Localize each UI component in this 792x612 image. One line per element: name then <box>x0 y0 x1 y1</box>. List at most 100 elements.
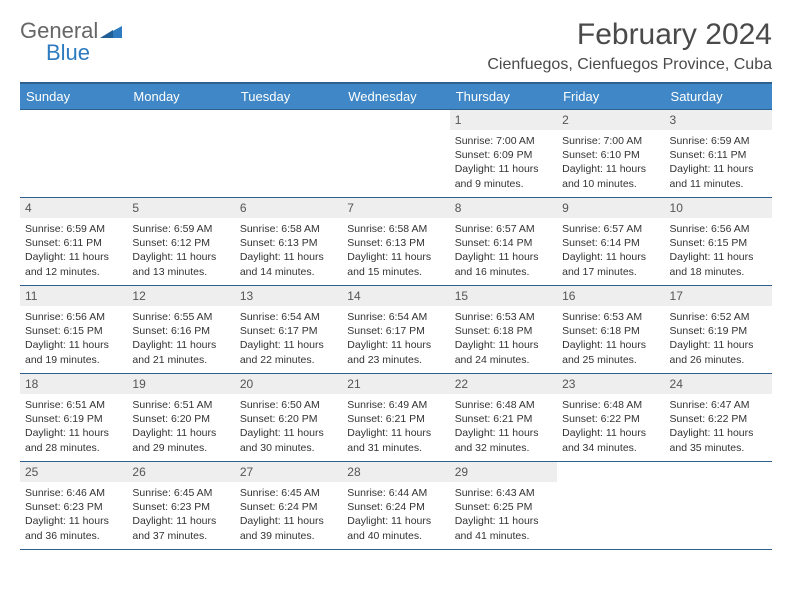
day-number: 13 <box>235 286 342 306</box>
day-details: Sunrise: 6:55 AMSunset: 6:16 PMDaylight:… <box>127 306 234 373</box>
weekday-sunday: Sunday <box>20 83 127 110</box>
detail-line: Sunrise: 6:57 AM <box>455 222 552 236</box>
day-details: Sunrise: 6:53 AMSunset: 6:18 PMDaylight:… <box>557 306 664 373</box>
day-number: 11 <box>20 286 127 306</box>
day-cell <box>665 462 772 550</box>
detail-line: Sunset: 6:16 PM <box>132 324 229 338</box>
detail-line: Sunrise: 6:45 AM <box>132 486 229 500</box>
day-details: Sunrise: 6:56 AMSunset: 6:15 PMDaylight:… <box>665 218 772 285</box>
day-number: 3 <box>665 110 772 130</box>
detail-line: Sunrise: 6:54 AM <box>347 310 444 324</box>
day-details: Sunrise: 6:51 AMSunset: 6:19 PMDaylight:… <box>20 394 127 461</box>
month-title: February 2024 <box>487 18 772 52</box>
detail-line: Sunrise: 6:48 AM <box>455 398 552 412</box>
detail-line: Daylight: 11 hours and 23 minutes. <box>347 338 444 366</box>
day-details: Sunrise: 6:53 AMSunset: 6:18 PMDaylight:… <box>450 306 557 373</box>
day-cell: 12Sunrise: 6:55 AMSunset: 6:16 PMDayligh… <box>127 286 234 374</box>
detail-line: Sunset: 6:21 PM <box>347 412 444 426</box>
day-number: 4 <box>20 198 127 218</box>
day-cell: 23Sunrise: 6:48 AMSunset: 6:22 PMDayligh… <box>557 374 664 462</box>
week-row: 25Sunrise: 6:46 AMSunset: 6:23 PMDayligh… <box>20 462 772 550</box>
detail-line: Sunset: 6:20 PM <box>240 412 337 426</box>
day-details: Sunrise: 6:49 AMSunset: 6:21 PMDaylight:… <box>342 394 449 461</box>
logo: GeneralBlue <box>20 18 122 66</box>
day-cell: 28Sunrise: 6:44 AMSunset: 6:24 PMDayligh… <box>342 462 449 550</box>
day-number: 14 <box>342 286 449 306</box>
detail-line: Daylight: 11 hours and 29 minutes. <box>132 426 229 454</box>
detail-line: Sunset: 6:11 PM <box>670 148 767 162</box>
day-details: Sunrise: 6:59 AMSunset: 6:11 PMDaylight:… <box>20 218 127 285</box>
detail-line: Sunset: 6:10 PM <box>562 148 659 162</box>
detail-line: Daylight: 11 hours and 11 minutes. <box>670 162 767 190</box>
detail-line: Daylight: 11 hours and 17 minutes. <box>562 250 659 278</box>
detail-line: Daylight: 11 hours and 18 minutes. <box>670 250 767 278</box>
detail-line: Daylight: 11 hours and 37 minutes. <box>132 514 229 542</box>
day-number: 26 <box>127 462 234 482</box>
detail-line: Daylight: 11 hours and 9 minutes. <box>455 162 552 190</box>
detail-line: Daylight: 11 hours and 21 minutes. <box>132 338 229 366</box>
day-number: 9 <box>557 198 664 218</box>
calendar-body: 1Sunrise: 7:00 AMSunset: 6:09 PMDaylight… <box>20 110 772 550</box>
day-cell <box>20 110 127 198</box>
day-cell: 14 Sunrise: 6:54 AMSunset: 6:17 PMDayligh… <box>342 286 449 374</box>
day-details: Sunrise: 6:59 AMSunset: 6:12 PMDaylight:… <box>127 218 234 285</box>
detail-line: Sunrise: 7:00 AM <box>562 134 659 148</box>
detail-line: Daylight: 11 hours and 30 minutes. <box>240 426 337 454</box>
day-number: 27 <box>235 462 342 482</box>
day-cell: 4Sunrise: 6:59 AMSunset: 6:11 PMDaylight… <box>20 198 127 286</box>
weekday-thursday: Thursday <box>450 83 557 110</box>
detail-line: Sunrise: 6:59 AM <box>25 222 122 236</box>
detail-line: Daylight: 11 hours and 12 minutes. <box>25 250 122 278</box>
detail-line: Sunrise: 6:53 AM <box>455 310 552 324</box>
day-number: 2 <box>557 110 664 130</box>
detail-line: Sunrise: 6:58 AM <box>240 222 337 236</box>
detail-line: Daylight: 11 hours and 19 minutes. <box>25 338 122 366</box>
detail-line: Sunset: 6:11 PM <box>25 236 122 250</box>
detail-line: Sunrise: 6:45 AM <box>240 486 337 500</box>
detail-line: Sunset: 6:23 PM <box>25 500 122 514</box>
detail-line: Sunset: 6:18 PM <box>562 324 659 338</box>
detail-line: Sunset: 6:17 PM <box>347 324 444 338</box>
detail-line: Sunrise: 6:51 AM <box>25 398 122 412</box>
detail-line: Sunrise: 6:44 AM <box>347 486 444 500</box>
detail-line: Daylight: 11 hours and 36 minutes. <box>25 514 122 542</box>
day-number: 15 <box>450 286 557 306</box>
detail-line: Daylight: 11 hours and 40 minutes. <box>347 514 444 542</box>
day-cell: 2Sunrise: 7:00 AMSunset: 6:10 PMDaylight… <box>557 110 664 198</box>
detail-line: Sunrise: 6:58 AM <box>347 222 444 236</box>
day-details: Sunrise: 6:51 AMSunset: 6:20 PMDaylight:… <box>127 394 234 461</box>
day-number: 20 <box>235 374 342 394</box>
detail-line: Daylight: 11 hours and 31 minutes. <box>347 426 444 454</box>
detail-line: Sunrise: 7:00 AM <box>455 134 552 148</box>
day-number: 8 <box>450 198 557 218</box>
weekday-friday: Friday <box>557 83 664 110</box>
detail-line: Sunrise: 6:49 AM <box>347 398 444 412</box>
day-number: 18 <box>20 374 127 394</box>
detail-line: Daylight: 11 hours and 26 minutes. <box>670 338 767 366</box>
detail-line: Sunrise: 6:52 AM <box>670 310 767 324</box>
detail-line: Sunrise: 6:53 AM <box>562 310 659 324</box>
day-number: 22 <box>450 374 557 394</box>
detail-line: Sunset: 6:13 PM <box>240 236 337 250</box>
day-details: Sunrise: 6:48 AMSunset: 6:22 PMDaylight:… <box>557 394 664 461</box>
day-details: Sunrise: 6:44 AMSunset: 6:24 PMDaylight:… <box>342 482 449 549</box>
day-details: Sunrise: 6:59 AMSunset: 6:11 PMDaylight:… <box>665 130 772 197</box>
day-details: Sunrise: 6:47 AMSunset: 6:22 PMDaylight:… <box>665 394 772 461</box>
detail-line: Sunrise: 6:57 AM <box>562 222 659 236</box>
detail-line: Sunset: 6:15 PM <box>25 324 122 338</box>
day-number: 12 <box>127 286 234 306</box>
day-details: Sunrise: 6:58 AMSunset: 6:13 PMDaylight:… <box>342 218 449 285</box>
day-details: Sunrise: 6:45 AMSunset: 6:23 PMDaylight:… <box>127 482 234 549</box>
day-cell: 8Sunrise: 6:57 AMSunset: 6:14 PMDaylight… <box>450 198 557 286</box>
day-number: 16 <box>557 286 664 306</box>
detail-line: Sunset: 6:14 PM <box>562 236 659 250</box>
day-cell: 3Sunrise: 6:59 AMSunset: 6:11 PMDaylight… <box>665 110 772 198</box>
day-details: Sunrise: 6:52 AMSunset: 6:19 PMDaylight:… <box>665 306 772 373</box>
day-details: Sunrise: 6:46 AMSunset: 6:23 PMDaylight:… <box>20 482 127 549</box>
detail-line: Sunset: 6:21 PM <box>455 412 552 426</box>
detail-line: Daylight: 11 hours and 14 minutes. <box>240 250 337 278</box>
day-cell: 13Sunrise: 6:54 AMSunset: 6:17 PMDayligh… <box>235 286 342 374</box>
day-cell: 9 Sunrise: 6:57 AMSunset: 6:14 PMDaylight… <box>557 198 664 286</box>
detail-line: Daylight: 11 hours and 32 minutes. <box>455 426 552 454</box>
day-cell: 21Sunrise: 6:49 AMSunset: 6:21 PMDayligh… <box>342 374 449 462</box>
